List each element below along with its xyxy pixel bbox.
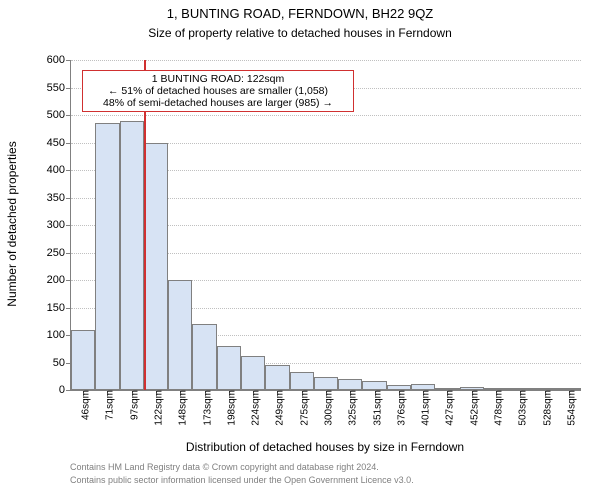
chart-subtitle: Size of property relative to detached ho… <box>0 26 600 40</box>
y-axis-title: Number of detached properties <box>5 124 19 324</box>
x-tick-label: 325sqm <box>342 390 359 426</box>
annotation-line: 1 BUNTING ROAD: 122sqm <box>89 73 347 85</box>
x-tick-label: 503sqm <box>512 390 529 426</box>
x-tick-label: 198sqm <box>220 390 237 426</box>
x-tick-label: 173sqm <box>196 390 213 426</box>
y-tick-label: 250 <box>47 247 71 259</box>
x-tick-label: 300sqm <box>318 390 335 426</box>
histogram-bar <box>265 365 289 390</box>
annotation-box: 1 BUNTING ROAD: 122sqm← 51% of detached … <box>82 70 354 112</box>
histogram-bar <box>338 379 362 390</box>
footer-line-1: Contains HM Land Registry data © Crown c… <box>70 462 379 472</box>
histogram-bar <box>314 377 338 390</box>
x-tick-label: 46sqm <box>75 390 92 420</box>
chart-title: 1, BUNTING ROAD, FERNDOWN, BH22 9QZ <box>0 6 600 21</box>
x-axis-title: Distribution of detached houses by size … <box>70 440 580 454</box>
chart-page: { "title_line1": "1, BUNTING ROAD, FERND… <box>0 0 600 500</box>
y-tick-label: 150 <box>47 302 71 314</box>
y-tick-label: 450 <box>47 137 71 149</box>
grid-line <box>71 115 581 116</box>
footer-line-2: Contains public sector information licen… <box>70 475 414 485</box>
histogram-bar <box>362 381 386 390</box>
annotation-line: 48% of semi-detached houses are larger (… <box>89 97 347 109</box>
histogram-bar <box>120 121 144 391</box>
x-tick-label: 224sqm <box>245 390 262 426</box>
x-tick-label: 452sqm <box>463 390 480 426</box>
y-tick-label: 550 <box>47 82 71 94</box>
annotation-line: ← 51% of detached houses are smaller (1,… <box>89 85 347 97</box>
grid-line <box>71 60 581 61</box>
histogram-bar <box>290 372 314 390</box>
x-tick-label: 528sqm <box>536 390 553 426</box>
y-tick-label: 200 <box>47 274 71 286</box>
x-tick-label: 275sqm <box>293 390 310 426</box>
y-tick-label: 50 <box>53 357 71 369</box>
y-tick-label: 500 <box>47 109 71 121</box>
x-tick-label: 554sqm <box>560 390 577 426</box>
y-tick-label: 600 <box>47 54 71 66</box>
x-tick-label: 401sqm <box>415 390 432 426</box>
x-tick-label: 427sqm <box>439 390 456 426</box>
histogram-bar <box>71 330 95 391</box>
y-tick-label: 350 <box>47 192 71 204</box>
histogram-bar <box>192 324 216 390</box>
histogram-bar <box>144 143 168 391</box>
x-tick-label: 122sqm <box>148 390 165 426</box>
histogram-bar <box>95 123 119 390</box>
histogram-bar <box>217 346 241 390</box>
x-tick-label: 351sqm <box>366 390 383 426</box>
x-tick-label: 249sqm <box>269 390 286 426</box>
y-tick-label: 300 <box>47 219 71 231</box>
histogram-bar <box>168 280 192 390</box>
y-tick-label: 0 <box>59 384 71 396</box>
x-tick-label: 148sqm <box>172 390 189 426</box>
y-tick-label: 100 <box>47 329 71 341</box>
x-tick-label: 71sqm <box>99 390 116 420</box>
y-tick-label: 400 <box>47 164 71 176</box>
x-tick-label: 97sqm <box>123 390 140 420</box>
histogram-bar <box>241 356 265 390</box>
x-tick-label: 478sqm <box>488 390 505 426</box>
x-tick-label: 376sqm <box>390 390 407 426</box>
